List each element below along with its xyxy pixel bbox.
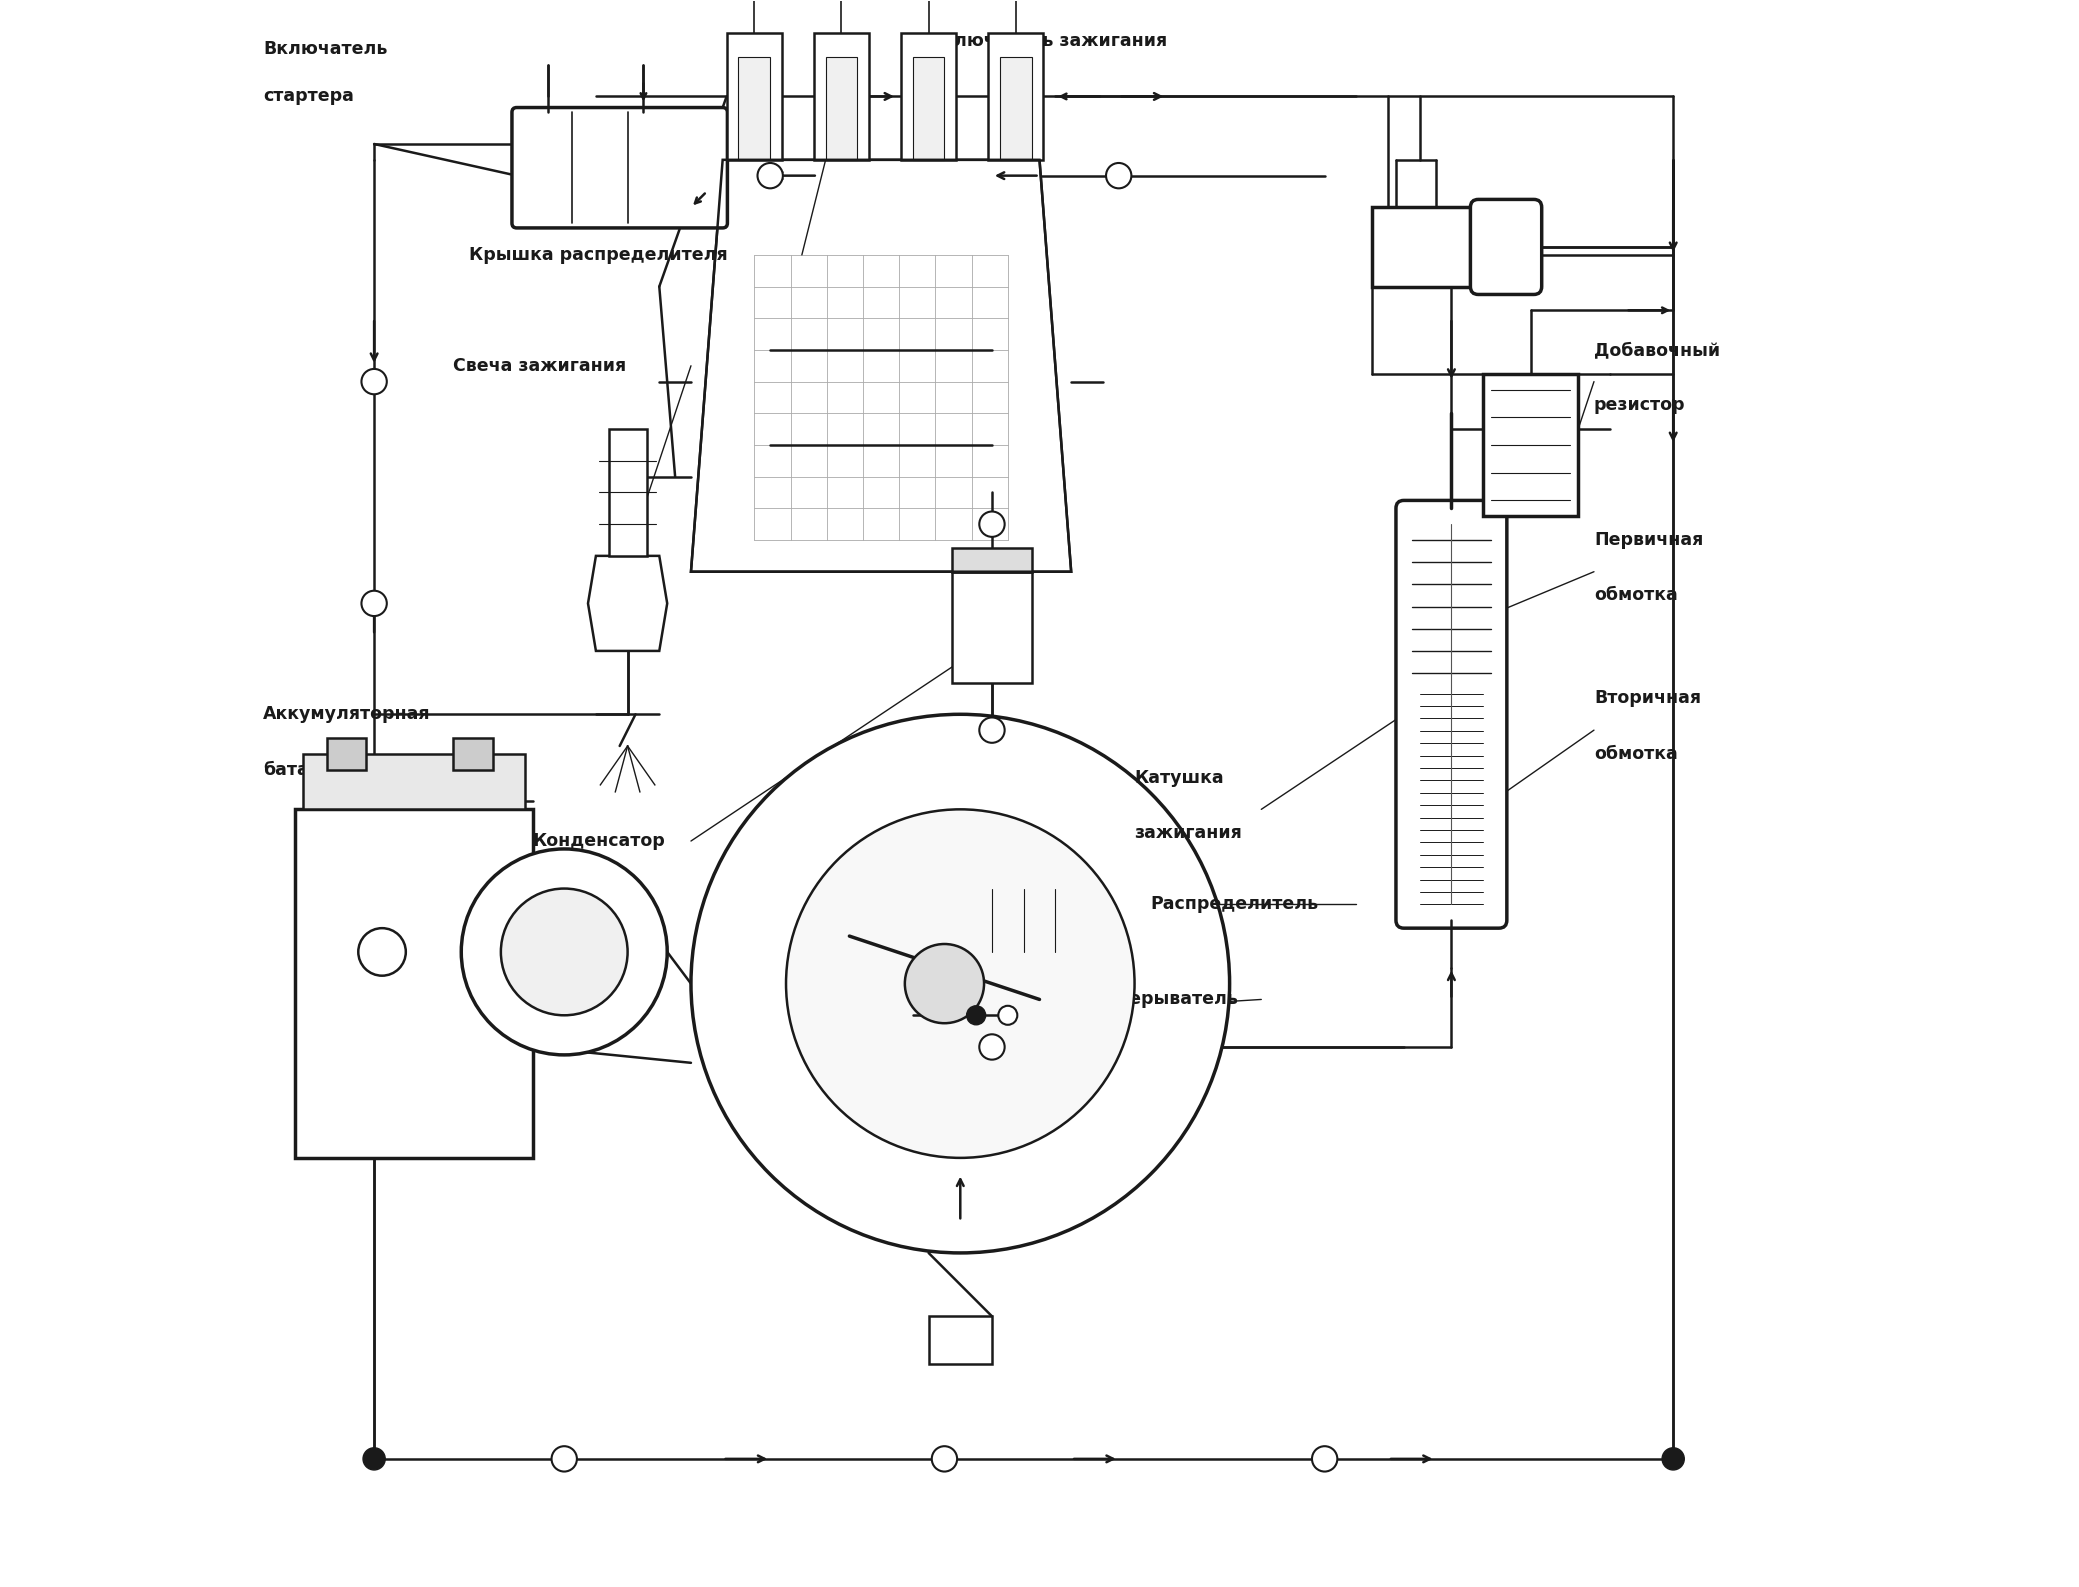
FancyBboxPatch shape	[1470, 200, 1543, 295]
Circle shape	[979, 1035, 1004, 1060]
Text: обмотка: обмотка	[1595, 587, 1678, 605]
Circle shape	[757, 163, 784, 189]
Polygon shape	[690, 160, 1071, 571]
Circle shape	[501, 889, 628, 1016]
Bar	[813, 33, 869, 160]
Text: Катушка: Катушка	[1135, 768, 1225, 787]
Circle shape	[786, 809, 1135, 1159]
Circle shape	[362, 368, 387, 394]
Bar	[326, 738, 366, 770]
FancyBboxPatch shape	[1395, 500, 1507, 928]
Circle shape	[931, 1446, 956, 1471]
FancyBboxPatch shape	[511, 108, 728, 229]
Text: Прерыватель: Прерыватель	[1102, 990, 1239, 1008]
Bar	[988, 33, 1044, 160]
Text: Добавочный: Добавочный	[1595, 341, 1719, 359]
Text: резистор: резистор	[1595, 397, 1686, 414]
Text: Распределитель: Распределитель	[1150, 895, 1318, 914]
Text: Включатель: Включатель	[264, 40, 387, 57]
Text: Включатель зажигания: Включатель зажигания	[929, 32, 1166, 51]
Text: стартера: стартера	[264, 87, 353, 105]
Text: Первичная: Первичная	[1595, 532, 1703, 549]
Bar	[609, 428, 647, 555]
Text: зажигания: зажигания	[1135, 824, 1243, 843]
Bar	[728, 33, 782, 160]
Text: Вторичная: Вторичная	[1595, 689, 1701, 708]
Circle shape	[1312, 1446, 1337, 1471]
Circle shape	[979, 511, 1004, 536]
Bar	[295, 809, 532, 1159]
Circle shape	[904, 944, 983, 1024]
Text: Свеча зажигания: Свеча зажигания	[453, 357, 626, 375]
Bar	[1372, 208, 1482, 287]
Bar	[952, 548, 1031, 571]
Bar	[1000, 57, 1031, 160]
Text: Конденсатор: Конденсатор	[532, 832, 665, 851]
Text: Крышка распределителя: Крышка распределителя	[470, 246, 728, 263]
Bar	[900, 33, 956, 160]
Circle shape	[462, 849, 667, 1055]
Circle shape	[690, 714, 1229, 1252]
Bar	[304, 754, 524, 809]
Text: обмотка: обмотка	[1595, 744, 1678, 763]
Bar	[738, 57, 769, 160]
Circle shape	[967, 1006, 985, 1025]
Circle shape	[1661, 1447, 1684, 1470]
Bar	[1482, 373, 1578, 516]
Circle shape	[551, 1446, 576, 1471]
Bar	[952, 571, 1031, 682]
Circle shape	[358, 928, 405, 976]
Bar	[453, 738, 493, 770]
Text: Аккумуляторная: Аккумуляторная	[264, 705, 430, 724]
Text: батарея: батарея	[264, 760, 345, 779]
Circle shape	[979, 717, 1004, 743]
Circle shape	[364, 1447, 385, 1470]
Bar	[929, 1316, 992, 1363]
Circle shape	[362, 590, 387, 616]
Bar	[913, 57, 944, 160]
Polygon shape	[588, 555, 667, 651]
Circle shape	[1106, 163, 1131, 189]
Bar	[825, 57, 857, 160]
Circle shape	[998, 1006, 1017, 1025]
